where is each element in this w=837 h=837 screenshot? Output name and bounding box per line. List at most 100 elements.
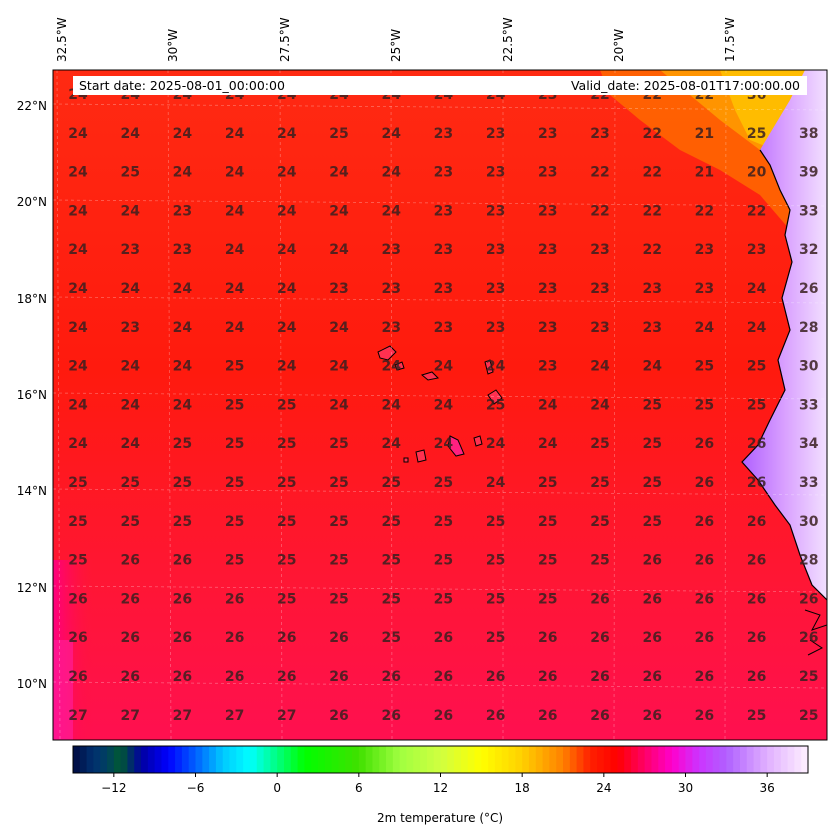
grid-value: 24 — [538, 397, 558, 413]
grid-value: 26 — [642, 708, 661, 724]
colorbar-segment — [719, 746, 727, 773]
colorbar-segment — [202, 746, 210, 773]
grid-value: 24 — [277, 203, 297, 219]
grid-value: 26 — [695, 591, 714, 607]
grid-value: 24 — [486, 475, 506, 491]
colorbar-segment — [624, 746, 632, 773]
colorbar-segment — [542, 746, 550, 773]
colorbar-segment — [794, 746, 802, 773]
grid-value: 25 — [68, 553, 87, 569]
grid-value: 24 — [277, 165, 297, 181]
colorbar-segment — [304, 746, 312, 773]
lat-label: 12°N — [17, 581, 47, 595]
grid-value: 22 — [642, 126, 661, 142]
grid-value: 24 — [329, 165, 349, 181]
colorbar-segment — [454, 746, 462, 773]
grid-value: 25 — [225, 475, 244, 491]
lon-label: 20°W — [612, 29, 626, 62]
grid-value: 25 — [225, 397, 244, 413]
grid-value: 24 — [329, 242, 349, 258]
grid-value: 25 — [381, 514, 400, 530]
grid-value: 24 — [538, 436, 558, 452]
grid-value: 26 — [120, 669, 139, 685]
grid-value: 25 — [329, 591, 348, 607]
grid-value: 26 — [434, 630, 453, 646]
grid-value: 26 — [695, 475, 714, 491]
grid-value: 23 — [642, 320, 661, 336]
grid-value: 24 — [225, 126, 245, 142]
colorbar-label: 2m temperature (°C) — [377, 811, 503, 825]
grid-value: 24 — [434, 397, 454, 413]
grid-value: 24 — [120, 397, 140, 413]
grid-value: 23 — [173, 203, 192, 219]
grid-value: 25 — [747, 708, 766, 724]
cape-verde-islands — [377, 345, 503, 463]
lat-label: 10°N — [17, 677, 47, 691]
colorbar-segment — [726, 746, 734, 773]
grid-value: 25 — [486, 591, 505, 607]
colorbar-tick-label: 12 — [433, 781, 448, 795]
grid-value: 33 — [799, 397, 818, 413]
colorbar-segment — [515, 746, 523, 773]
colorbar-segment — [209, 746, 217, 773]
grid-value: 23 — [434, 281, 453, 297]
grid-value: 25 — [747, 126, 766, 142]
grid-value: 25 — [434, 475, 453, 491]
grid-value: 26 — [799, 281, 818, 297]
grid-value: 24 — [381, 436, 401, 452]
grid-value: 23 — [486, 281, 505, 297]
grid-value: 26 — [695, 708, 714, 724]
colorbar-segment — [399, 746, 408, 773]
grid-value: 25 — [486, 630, 505, 646]
colorbar-segment — [699, 746, 707, 773]
grid-value: 23 — [381, 320, 400, 336]
grid-value: 24 — [277, 126, 297, 142]
colorbar-segment — [753, 746, 761, 773]
grid-value: 28 — [799, 553, 818, 569]
grid-value: 25 — [68, 514, 87, 530]
map-frame — [52, 69, 828, 741]
colorbar-segment — [528, 746, 537, 773]
colorbar-segment — [181, 746, 190, 773]
grid-value: 25 — [486, 514, 505, 530]
grid-value: 24 — [68, 126, 88, 142]
grid-value: 26 — [642, 591, 661, 607]
grid-value: 24 — [173, 320, 193, 336]
lon-label: 22.5°W — [501, 17, 515, 62]
grid-value: 23 — [173, 242, 192, 258]
colorbar-segment — [610, 746, 619, 773]
header-box — [73, 76, 807, 95]
colorbar-segment — [331, 746, 340, 773]
grid-value: 24 — [486, 359, 506, 375]
grid-value: 24 — [277, 242, 297, 258]
colorbar-segment — [488, 746, 496, 773]
colorbar-segment — [270, 746, 278, 773]
grid-value: 25 — [173, 436, 192, 452]
grid-value: 22 — [590, 165, 609, 181]
grid-value: 25 — [381, 591, 400, 607]
grid-value: 26 — [642, 630, 661, 646]
grid-value: 23 — [642, 281, 661, 297]
grid-value: 23 — [434, 203, 453, 219]
grid-value: 24 — [329, 203, 349, 219]
colorbar-segment — [801, 746, 809, 773]
grid-value: 23 — [486, 165, 505, 181]
colorbar-segment — [760, 746, 768, 773]
grid-value: 23 — [329, 281, 348, 297]
colorbar-segment — [195, 746, 203, 773]
grid-value: 23 — [434, 320, 453, 336]
grid-value: 25 — [642, 436, 661, 452]
grid-value: 23 — [120, 320, 139, 336]
grid-value: 22 — [642, 242, 661, 258]
grid-value: 26 — [590, 630, 609, 646]
grid-value: 25 — [642, 514, 661, 530]
colorbar-segment — [644, 746, 653, 773]
grid-value: 26 — [799, 591, 818, 607]
grid-value: 25 — [486, 553, 505, 569]
grid-value: 26 — [381, 669, 400, 685]
grid-value: 24 — [173, 126, 193, 142]
colorbar-segment — [175, 746, 183, 773]
colorbar-segment — [685, 746, 693, 773]
colorbar-segment — [263, 746, 271, 773]
colorbar-segment — [576, 746, 585, 773]
